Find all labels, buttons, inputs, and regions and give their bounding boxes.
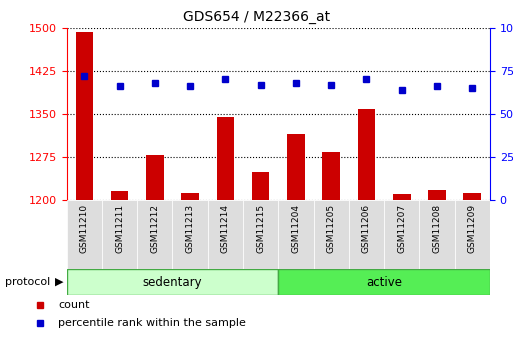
Bar: [208, 200, 243, 269]
Bar: [243, 200, 278, 269]
Bar: [102, 200, 137, 269]
Bar: [146, 155, 164, 200]
Bar: [384, 200, 420, 269]
Text: protocol: protocol: [5, 277, 50, 287]
Bar: [111, 191, 128, 200]
Text: GSM11215: GSM11215: [256, 204, 265, 253]
Bar: [287, 134, 305, 200]
Text: GSM11208: GSM11208: [432, 204, 442, 253]
Bar: [181, 193, 199, 200]
Bar: [252, 172, 269, 200]
Bar: [313, 200, 349, 269]
Bar: [358, 109, 376, 200]
Text: GSM11207: GSM11207: [397, 204, 406, 253]
Bar: [419, 200, 455, 269]
Bar: [393, 194, 410, 200]
Text: GSM11211: GSM11211: [115, 204, 124, 253]
Text: GSM11205: GSM11205: [327, 204, 336, 253]
Text: GSM11209: GSM11209: [468, 204, 477, 253]
Bar: [463, 193, 481, 200]
Bar: [455, 200, 490, 269]
Bar: [322, 152, 340, 200]
Text: active: active: [366, 276, 402, 288]
Text: percentile rank within the sample: percentile rank within the sample: [58, 318, 246, 327]
Bar: [278, 269, 490, 295]
Bar: [216, 117, 234, 200]
Text: GSM11210: GSM11210: [80, 204, 89, 253]
Bar: [137, 200, 172, 269]
Bar: [349, 200, 384, 269]
Text: GSM11204: GSM11204: [291, 204, 301, 253]
Text: GSM11212: GSM11212: [150, 204, 160, 253]
Text: GSM11214: GSM11214: [221, 204, 230, 253]
Text: sedentary: sedentary: [143, 276, 202, 288]
Text: GSM11213: GSM11213: [186, 204, 194, 253]
Text: ▶: ▶: [55, 277, 63, 287]
Text: GSM11206: GSM11206: [362, 204, 371, 253]
Bar: [428, 190, 446, 200]
Bar: [67, 200, 102, 269]
Bar: [278, 200, 313, 269]
Text: GDS654 / M22366_at: GDS654 / M22366_at: [183, 10, 330, 24]
Text: count: count: [58, 300, 89, 310]
Bar: [67, 269, 278, 295]
Bar: [172, 200, 208, 269]
Bar: [75, 32, 93, 200]
